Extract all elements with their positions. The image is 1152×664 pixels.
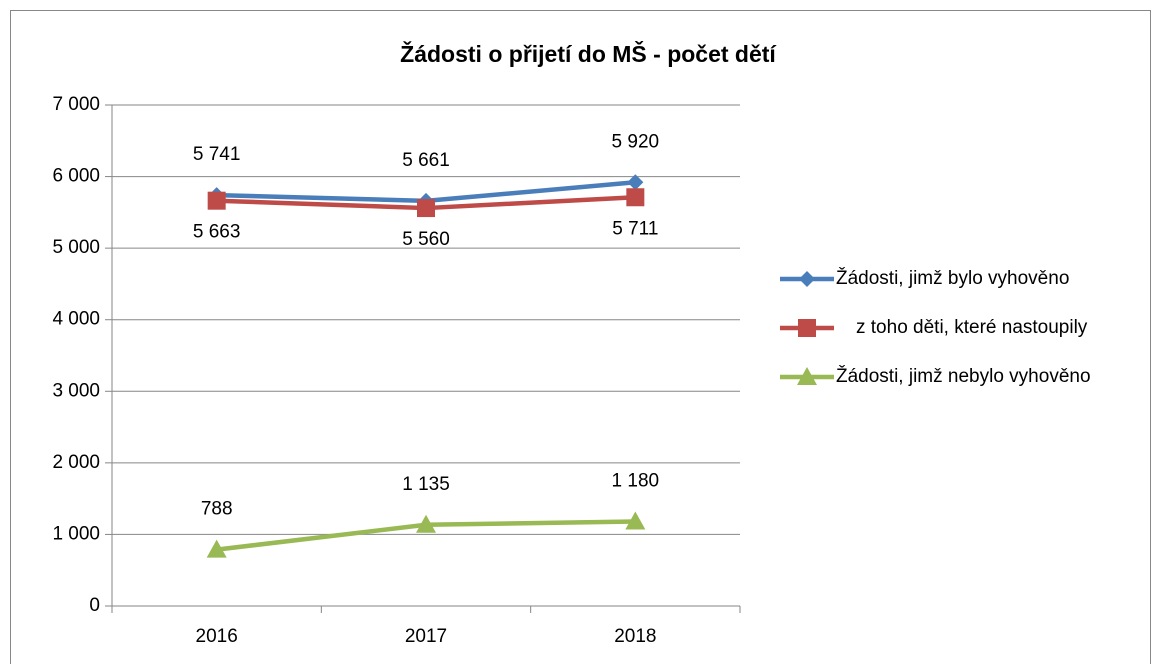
legend-swatch (780, 367, 834, 385)
y-tick-label: 5 000 (52, 237, 100, 258)
x-tick-label: 2018 (614, 626, 656, 647)
data-label: 788 (201, 499, 233, 520)
y-tick-label: 3 000 (52, 380, 100, 401)
legend-swatch (780, 319, 834, 337)
legend-label: z toho děti, které nastoupily (856, 317, 1088, 338)
marker (627, 174, 644, 191)
data-label: 5 661 (402, 150, 450, 171)
chart-border (10, 10, 1151, 664)
data-label: 5 711 (612, 218, 658, 239)
data-label: 5 663 (193, 222, 241, 243)
chart-title: Žádosti o přijetí do MŠ - počet dětí (400, 40, 777, 67)
y-tick-label: 7 000 (52, 94, 100, 115)
legend-label: Žádosti, jimž bylo vyhověno (836, 268, 1070, 289)
legend: Žádosti, jimž bylo vyhověno z toho děti, … (778, 262, 1148, 409)
y-tick-label: 6 000 (52, 166, 100, 187)
marker (417, 199, 435, 218)
marker (798, 319, 816, 337)
data-label: 5 560 (402, 229, 450, 250)
marker (207, 191, 226, 210)
x-tick-label: 2016 (196, 626, 238, 647)
x-tick-label: 2017 (405, 626, 447, 647)
y-tick-label: 2 000 (52, 452, 100, 473)
data-label: 1 180 (612, 471, 660, 492)
marker (625, 511, 646, 530)
legend-entry: Žádosti, jimž nebylo vyhověno (778, 360, 1148, 393)
legend-entry: Žádosti, jimž bylo vyhověno (778, 262, 1148, 295)
marker (206, 539, 227, 558)
marker (799, 271, 815, 287)
y-tick-label: 0 (89, 595, 100, 616)
data-label: 1 135 (402, 474, 450, 495)
y-tick-label: 4 000 (52, 309, 100, 330)
marker (626, 188, 645, 207)
y-tick-label: 1 000 (52, 523, 100, 544)
legend-entry: z toho děti, které nastoupily (778, 311, 1148, 344)
marker (797, 367, 817, 385)
legend-label: Žádosti, jimž nebylo vyhověno (836, 366, 1091, 387)
marker (416, 514, 436, 533)
data-label: 5 920 (612, 131, 660, 152)
data-label: 5 741 (193, 144, 241, 165)
legend-swatch (780, 271, 834, 287)
